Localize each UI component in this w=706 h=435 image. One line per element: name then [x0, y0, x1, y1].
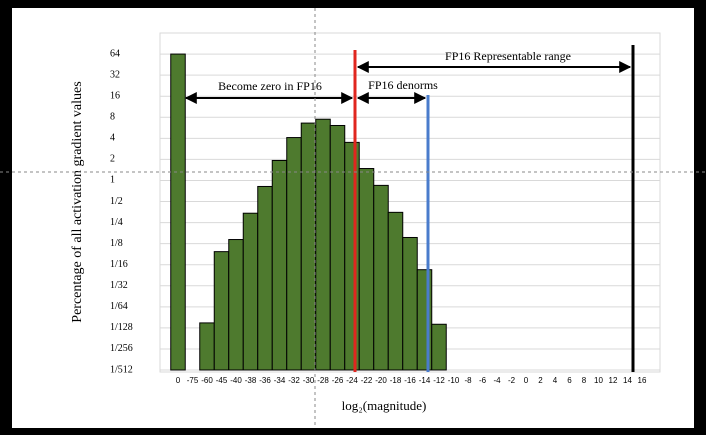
y-tick-label: 1/128: [110, 322, 133, 333]
bar: [416, 269, 433, 371]
bar: [373, 184, 389, 371]
x-tick-label: -16: [404, 376, 416, 385]
y-tick-label: 1/8: [110, 238, 123, 249]
bar: [199, 322, 215, 371]
bar: [315, 118, 331, 371]
x-tick-label: -28: [317, 376, 329, 385]
y-tick-label: 1/32: [110, 280, 128, 291]
y-tick-label: 1/4: [110, 217, 123, 228]
x-tick-label: 14: [623, 376, 632, 385]
x-tick-label: -4: [493, 376, 501, 385]
x-tick-label: -60: [201, 376, 213, 385]
y-tick-label: 1/64: [110, 301, 128, 312]
x-tick-label: 8: [582, 376, 587, 385]
bar: [213, 251, 230, 371]
bar: [387, 211, 404, 371]
bars: [170, 53, 447, 371]
x-tick-label: 0: [176, 376, 181, 385]
x-tick-label: -20: [375, 376, 387, 385]
x-tick-label: -26: [332, 376, 344, 385]
y-axis-label: Percentage of all activation gradient va…: [70, 81, 85, 322]
x-tick-label: -2: [508, 376, 516, 385]
x-tick-label: -75: [187, 376, 199, 385]
bar: [170, 53, 186, 371]
x-tick-label: 6: [567, 376, 572, 385]
x-tick-label: -24: [346, 376, 358, 385]
x-tick-label: -12: [433, 376, 445, 385]
x-tick-label: -10: [448, 376, 460, 385]
x-axis-label: log₂(magnitude): [342, 398, 427, 413]
y-tick-label: 2: [110, 154, 115, 165]
y-tick-label: 16: [110, 90, 120, 101]
y-tick-label: 64: [110, 48, 120, 59]
x-tick-label: -38: [245, 376, 257, 385]
annotation: FP16 denorms: [368, 78, 438, 92]
bar: [358, 168, 375, 371]
x-tick-label: -8: [464, 376, 472, 385]
annotation: FP16 Representable range: [445, 49, 571, 63]
x-tick-label: 2: [538, 376, 543, 385]
x-tick-label: -45: [216, 376, 228, 385]
y-tick-label: 4: [110, 133, 115, 144]
y-tick-label: 1: [110, 175, 115, 186]
y-tick-label: 1/512: [110, 364, 133, 375]
y-tick-label: 1/16: [110, 259, 128, 270]
bar: [344, 141, 360, 371]
bar: [402, 236, 418, 371]
x-tick-label: -18: [390, 376, 402, 385]
x-tick-label: -32: [288, 376, 300, 385]
bar: [329, 124, 346, 371]
x-tick-label: 16: [638, 376, 647, 385]
bar: [300, 122, 317, 371]
y-tick-label: 1/2: [110, 196, 123, 207]
x-tick-label: 0: [524, 376, 529, 385]
x-tick-label: -30: [303, 376, 315, 385]
x-tick-label: -36: [259, 376, 271, 385]
y-tick-label: 32: [110, 69, 120, 80]
x-tick-label: 12: [609, 376, 618, 385]
x-tick-label: -34: [274, 376, 286, 385]
x-tick-label: -6: [479, 376, 487, 385]
x-tick-label: -14: [419, 376, 431, 385]
x-tick-label: 4: [553, 376, 558, 385]
plot-frame: [159, 32, 661, 373]
annotation: Become zero in FP16: [218, 79, 322, 93]
y-tick-label: 1/256: [110, 343, 133, 354]
y-tick-label: 8: [110, 112, 115, 123]
bar: [228, 239, 244, 371]
bar: [431, 323, 447, 371]
bar: [271, 159, 288, 371]
x-tick-label: 10: [594, 376, 603, 385]
bar: [257, 185, 273, 371]
x-tick-label: -40: [230, 376, 242, 385]
bar: [242, 212, 259, 371]
x-tick-label: -22: [361, 376, 373, 385]
